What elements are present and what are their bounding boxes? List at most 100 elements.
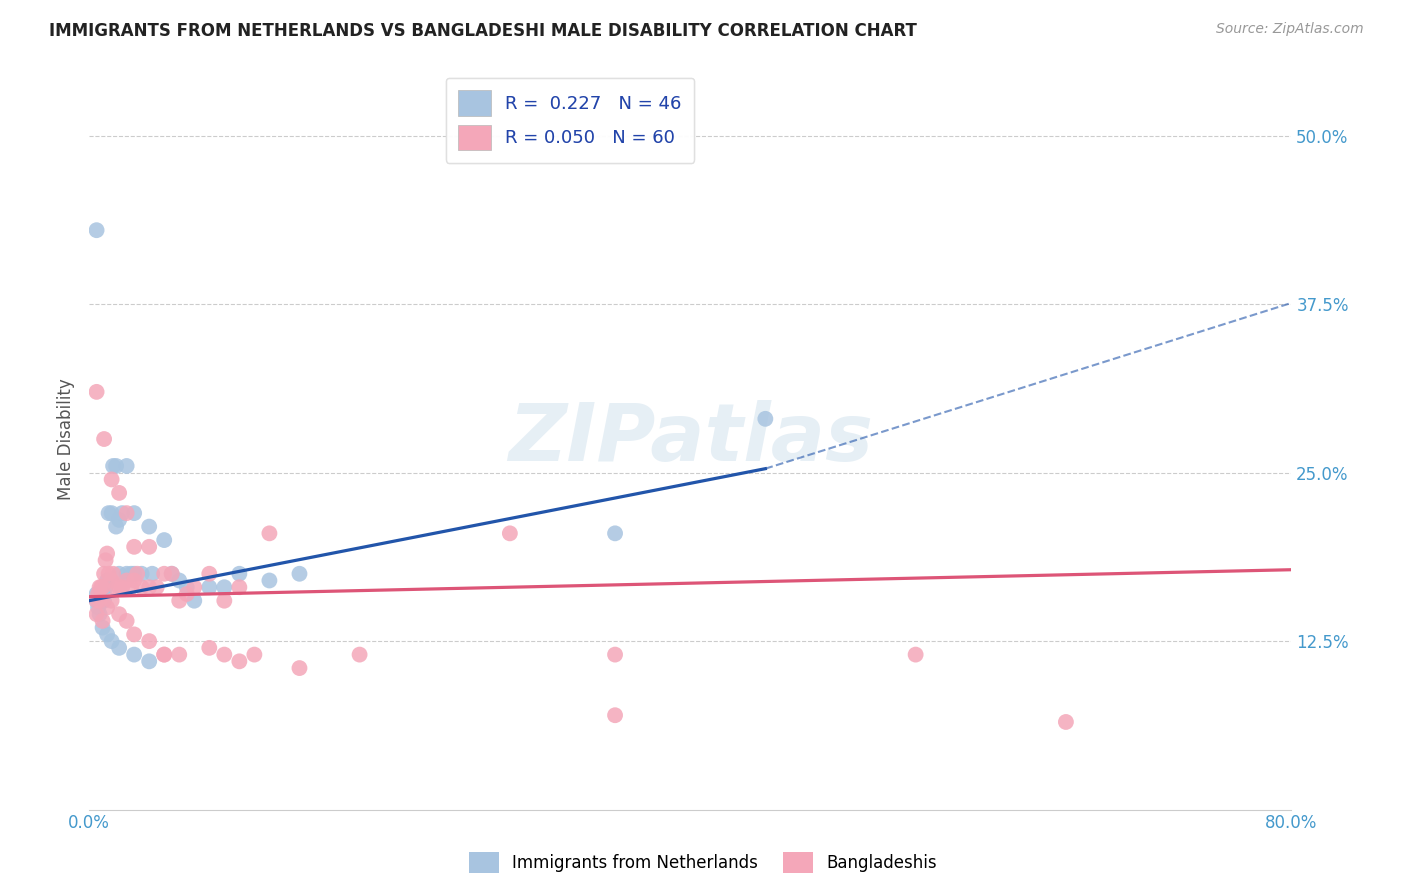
Point xyxy=(100,506,122,520)
Point xyxy=(122,506,145,520)
Point xyxy=(100,593,122,607)
Point xyxy=(122,574,145,588)
Point xyxy=(288,566,311,581)
Point xyxy=(122,540,145,554)
Point xyxy=(87,587,110,601)
Point xyxy=(122,566,145,581)
Point xyxy=(96,627,118,641)
Point xyxy=(90,580,112,594)
Point xyxy=(115,614,138,628)
Point xyxy=(228,566,250,581)
Point xyxy=(94,580,117,594)
Point xyxy=(115,458,138,473)
Point xyxy=(183,580,205,594)
Point xyxy=(86,587,108,601)
Point xyxy=(214,580,236,594)
Point xyxy=(138,634,160,648)
Point xyxy=(120,566,142,581)
Point xyxy=(160,566,183,581)
Point xyxy=(89,593,111,607)
Point xyxy=(228,580,250,594)
Point xyxy=(86,607,108,622)
Point xyxy=(243,648,266,662)
Text: IMMIGRANTS FROM NETHERLANDS VS BANGLADESHI MALE DISABILITY CORRELATION CHART: IMMIGRANTS FROM NETHERLANDS VS BANGLADES… xyxy=(49,22,917,40)
Point xyxy=(153,648,176,662)
Point xyxy=(214,648,236,662)
Point xyxy=(93,566,115,581)
Point xyxy=(105,519,128,533)
Point xyxy=(89,580,111,594)
Point xyxy=(288,661,311,675)
Point xyxy=(89,593,111,607)
Point xyxy=(115,566,138,581)
Point xyxy=(138,519,160,533)
Point xyxy=(115,574,138,588)
Point xyxy=(108,566,131,581)
Point xyxy=(259,526,281,541)
Point xyxy=(111,580,134,594)
Point xyxy=(153,533,176,547)
Point xyxy=(603,648,626,662)
Point xyxy=(122,648,145,662)
Point xyxy=(90,593,112,607)
Point xyxy=(176,587,198,601)
Point xyxy=(105,580,128,594)
Point xyxy=(198,580,221,594)
Point xyxy=(91,580,114,594)
Point xyxy=(87,600,110,615)
Point xyxy=(100,634,122,648)
Point xyxy=(167,593,190,607)
Text: Source: ZipAtlas.com: Source: ZipAtlas.com xyxy=(1216,22,1364,37)
Point xyxy=(96,574,118,588)
Point xyxy=(167,648,190,662)
Y-axis label: Male Disability: Male Disability xyxy=(58,378,75,500)
Point xyxy=(108,580,131,594)
Legend: Immigrants from Netherlands, Bangladeshis: Immigrants from Netherlands, Bangladeshi… xyxy=(463,846,943,880)
Point xyxy=(97,566,120,581)
Point xyxy=(131,580,153,594)
Point xyxy=(160,566,183,581)
Point xyxy=(101,566,124,581)
Point xyxy=(89,607,111,622)
Point xyxy=(91,621,114,635)
Point xyxy=(153,566,176,581)
Point xyxy=(214,593,236,607)
Point xyxy=(111,506,134,520)
Point xyxy=(138,580,160,594)
Point xyxy=(228,654,250,668)
Point xyxy=(349,648,371,662)
Point xyxy=(101,458,124,473)
Point xyxy=(603,526,626,541)
Point xyxy=(1054,714,1077,729)
Point xyxy=(198,566,221,581)
Point xyxy=(176,580,198,594)
Legend: R =  0.227   N = 46, R = 0.050   N = 60: R = 0.227 N = 46, R = 0.050 N = 60 xyxy=(446,78,695,163)
Point xyxy=(93,587,115,601)
Point xyxy=(91,614,114,628)
Point xyxy=(100,472,122,486)
Point xyxy=(122,627,145,641)
Point xyxy=(86,593,108,607)
Point xyxy=(93,593,115,607)
Point xyxy=(97,506,120,520)
Point xyxy=(127,566,149,581)
Point xyxy=(96,600,118,615)
Point xyxy=(259,574,281,588)
Point xyxy=(138,540,160,554)
Point xyxy=(108,640,131,655)
Point xyxy=(86,384,108,399)
Point xyxy=(115,506,138,520)
Point xyxy=(198,640,221,655)
Point xyxy=(145,580,167,594)
Point xyxy=(120,580,142,594)
Point xyxy=(153,648,176,662)
Point xyxy=(108,513,131,527)
Point xyxy=(499,526,522,541)
Point xyxy=(96,547,118,561)
Point xyxy=(141,566,163,581)
Point xyxy=(93,432,115,446)
Point xyxy=(131,566,153,581)
Point xyxy=(904,648,927,662)
Point xyxy=(167,574,190,588)
Point xyxy=(105,458,128,473)
